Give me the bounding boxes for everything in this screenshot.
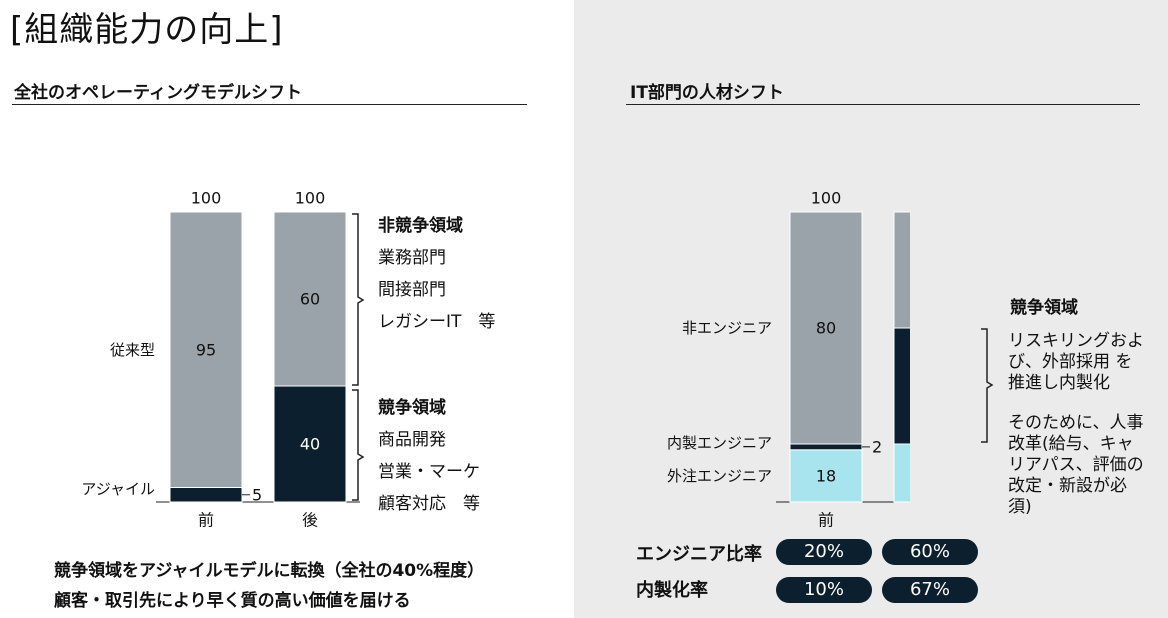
bar-segment xyxy=(273,211,347,387)
series-label: 非エンジニア xyxy=(682,319,772,337)
compete-text-line: そのために、人事 xyxy=(1008,413,1144,433)
total-label: 100 xyxy=(191,189,222,208)
series-label: 外注エンジニア xyxy=(667,467,772,485)
compete-line: 商品開発 xyxy=(378,430,446,450)
compete-text-line: 須) xyxy=(1008,497,1032,517)
compete-bracket xyxy=(981,328,994,443)
series-label: 従来型 xyxy=(110,341,155,359)
engineer-ratio-after: 60% xyxy=(882,539,978,565)
compete-bracket xyxy=(352,389,365,501)
engineer-ratio-before: 20% xyxy=(776,539,872,565)
left-footer: 競争領域をアジャイルモデルに転換（全社の40%程度） 顧客・取引先により早く質の… xyxy=(54,556,484,616)
data-label: 18 xyxy=(816,466,836,485)
bar-segment xyxy=(893,443,910,503)
left-stacked-bar-chart: 5 95 100 前 40 60 100 後 アジャイル 従来型 xyxy=(81,189,360,530)
series-label: アジャイル xyxy=(81,480,155,498)
compete-text-line: 推進し内製化 xyxy=(1008,373,1110,393)
bar-segment xyxy=(169,487,243,503)
bar-segment xyxy=(273,385,347,503)
right-compete-text1: リスキリングおよ び、外部採用 を 推進し内製化 xyxy=(1008,331,1144,394)
compete-text-line: 改定・新設が必 xyxy=(1008,476,1127,496)
compete-text-line: リスキリングおよ xyxy=(1008,331,1144,351)
bar-segment xyxy=(893,327,910,445)
footer-line: 顧客・取引先により早く質の高い価値を届ける xyxy=(54,591,411,611)
right-bracket xyxy=(981,328,994,443)
compete-text-line: び、外部採用 を xyxy=(1008,352,1133,372)
data-label: 95 xyxy=(196,340,216,359)
noncompete-line: レガシーIT 等 xyxy=(378,312,496,332)
data-label: 80 xyxy=(816,319,836,338)
bar-segment xyxy=(789,211,863,445)
insourcing-ratio-label: 内製化率 xyxy=(636,580,708,601)
right-panel-background xyxy=(574,0,1168,618)
footer-line: 競争領域をアジャイルモデルに転換（全社の40%程度） xyxy=(54,561,485,581)
right-compete-title: 競争領域 xyxy=(1010,298,1078,318)
data-label: 40 xyxy=(300,435,320,454)
category-label: 後 xyxy=(302,511,318,530)
compete-text-line: リアパス、評価の xyxy=(1008,455,1144,475)
total-label: 100 xyxy=(811,189,842,208)
bar-segment xyxy=(169,211,243,488)
series-label: 内製エンジニア xyxy=(667,434,772,452)
compete-line: 顧客対応 等 xyxy=(378,494,480,514)
noncompete-line: 間接部門 xyxy=(378,280,446,300)
right-section-underline xyxy=(626,104,1140,105)
left-section-underline xyxy=(12,104,527,105)
right-section-title: IT部門の人材シフト xyxy=(630,83,784,103)
bar-segment xyxy=(789,443,863,451)
compete-text-line: 改革(給与、キャ xyxy=(1008,434,1134,454)
noncompete-line: 業務部門 xyxy=(378,248,446,268)
bar-segment xyxy=(789,449,863,503)
data-label: 60 xyxy=(300,290,320,309)
data-label: 2 xyxy=(872,437,882,456)
page-title: [組織能力の向上] xyxy=(10,10,284,50)
compete-title: 競争領域 xyxy=(378,398,446,418)
category-label: 前 xyxy=(818,511,834,530)
compete-text-block: 競争領域 商品開発 営業・マーケ 顧客対応 等 xyxy=(378,392,480,520)
noncompete-bracket xyxy=(352,213,365,386)
total-label: 100 xyxy=(295,189,326,208)
right-compete-text2: そのために、人事 改革(給与、キャ リアパス、評価の 改定・新設が必 須) xyxy=(1008,413,1144,518)
bar-segment xyxy=(893,211,910,329)
data-label: 5 xyxy=(252,485,262,504)
noncompete-title: 非競争領域 xyxy=(378,216,463,236)
category-label: 前 xyxy=(198,511,214,530)
left-section-title: 全社のオペレーティングモデルシフト xyxy=(14,83,302,103)
noncompete-text-block: 非競争領域 業務部門 間接部門 レガシーIT 等 xyxy=(378,210,495,338)
insourcing-ratio-after: 67% xyxy=(882,577,978,603)
left-brackets xyxy=(352,213,365,501)
engineer-ratio-label: エンジニア比率 xyxy=(636,544,762,565)
compete-line: 営業・マーケ xyxy=(378,462,480,482)
right-stacked-bar-chart: 18280100前204040100後外注エンジニア内製エンジニア非エンジニア xyxy=(667,189,910,530)
insourcing-ratio-before: 10% xyxy=(776,577,872,603)
